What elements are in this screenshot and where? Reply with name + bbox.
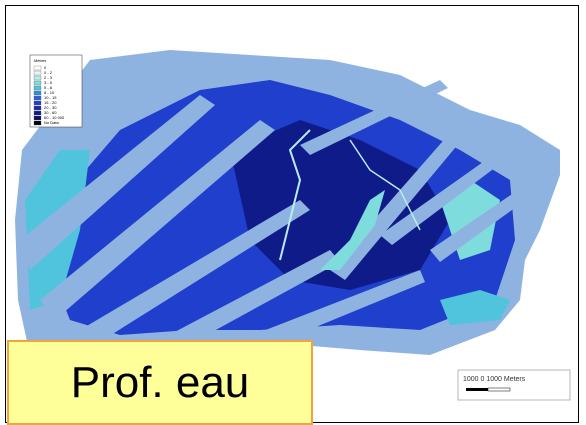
legend-swatch <box>34 86 41 90</box>
map-area <box>15 50 560 360</box>
scale-segment <box>466 388 488 391</box>
legend-label: No Data <box>44 120 59 125</box>
legend-swatch <box>34 76 41 80</box>
legend-swatch <box>34 121 41 125</box>
page: {"map": { "legend": {"title": "Mètres", … <box>0 0 586 425</box>
legend-swatch <box>34 101 41 105</box>
legend-swatch <box>34 116 41 120</box>
label-box: Prof. eau <box>7 340 313 425</box>
legend-swatch <box>34 106 41 110</box>
legend-swatch <box>34 111 41 115</box>
scale-segment <box>488 388 510 391</box>
legend-swatch <box>34 71 41 75</box>
scale-box <box>458 370 570 400</box>
legend-swatch <box>34 96 41 100</box>
scale-bar: 1000 0 1000 Meters <box>458 370 570 400</box>
legend-swatch <box>34 66 41 70</box>
legend-swatch <box>34 81 41 85</box>
legend-swatch <box>34 91 41 95</box>
scale-text: 1000 0 1000 Meters <box>463 376 526 383</box>
legend-title: Mètres <box>34 58 46 63</box>
